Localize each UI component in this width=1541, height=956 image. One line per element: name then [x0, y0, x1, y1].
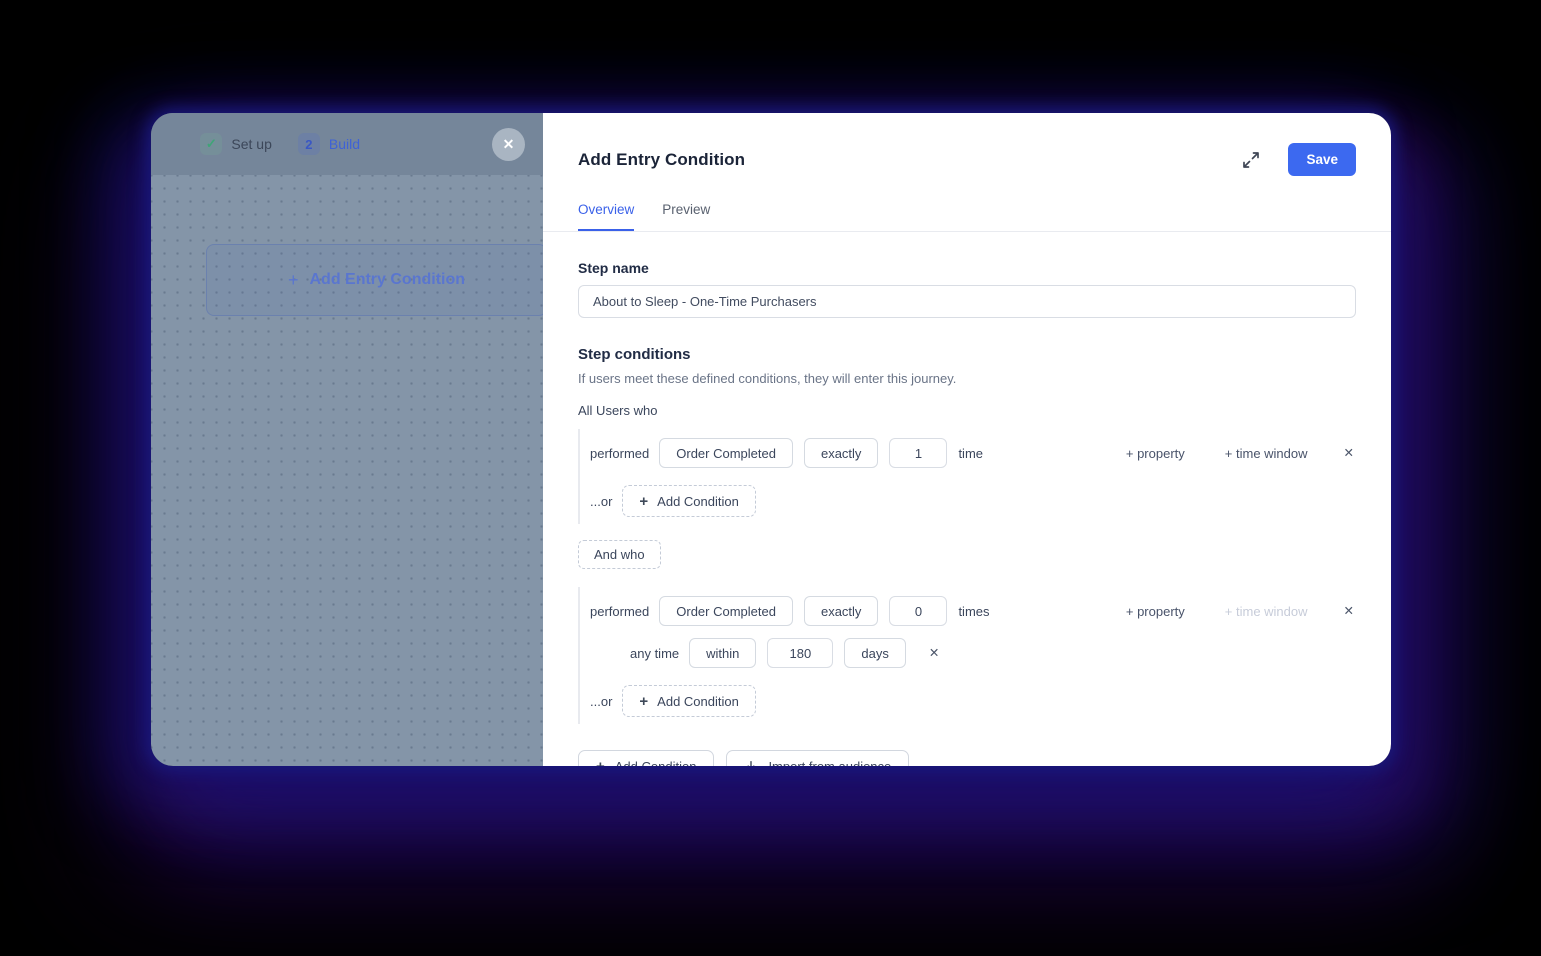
builder-steps: ✓ Set up 2 Build [200, 133, 360, 155]
conditions-footer: + Add Condition Import from audience [578, 750, 1356, 766]
add-or-condition-label: Add Condition [657, 493, 739, 509]
operator-select[interactable]: exactly [803, 596, 879, 626]
modal-tabbar: Overview Preview [543, 202, 1391, 232]
tab-preview[interactable]: Preview [662, 202, 711, 217]
time-unit-select[interactable]: days [844, 638, 906, 668]
and-who-button[interactable]: And who [578, 540, 661, 569]
add-entry-condition-modal: Add Entry Condition Save Overview Previe… [543, 113, 1391, 766]
any-time-label: any time [630, 645, 680, 661]
add-or-condition-button[interactable]: + Add Condition [622, 485, 756, 517]
count-input[interactable] [889, 596, 948, 626]
condition-group-2: performed Order Completed exactly times … [578, 587, 1356, 724]
check-icon: ✓ [200, 133, 223, 155]
plus-icon: + [639, 492, 649, 510]
condition-row: performed Order Completed exactly time +… [590, 438, 1356, 468]
expand-button[interactable] [1242, 151, 1260, 169]
step-setup[interactable]: ✓ Set up [200, 133, 272, 155]
operator-select[interactable]: exactly [803, 438, 879, 468]
import-from-audience-button[interactable]: Import from audience [726, 750, 910, 766]
save-button[interactable]: Save [1288, 143, 1356, 176]
app-window: ✓ Set up 2 Build ✕ + Add Entry Condition… [151, 113, 1391, 766]
condition-row: performed Order Completed exactly times … [590, 596, 1356, 626]
performed-label: performed [590, 603, 650, 619]
step-build[interactable]: 2 Build [297, 133, 360, 155]
step-name-input[interactable] [578, 285, 1356, 318]
count-unit-label: times [958, 603, 990, 619]
modal-title: Add Entry Condition [578, 149, 746, 169]
condition-group-1: performed Order Completed exactly time +… [578, 429, 1356, 524]
add-or-condition-button[interactable]: + Add Condition [622, 685, 756, 717]
remove-condition-icon[interactable]: ✕ [1343, 445, 1354, 460]
download-icon [747, 760, 755, 766]
step-setup-label: Set up [231, 136, 272, 152]
modal-header: Add Entry Condition Save [543, 113, 1391, 176]
step-build-label: Build [328, 136, 360, 152]
add-property-link[interactable]: + property [1125, 603, 1185, 619]
time-window-row: any time within days ✕ [590, 638, 1356, 668]
add-entry-condition-ghost-button[interactable]: + Add Entry Condition [206, 244, 543, 316]
tab-overview[interactable]: Overview [578, 202, 635, 231]
add-or-condition-label: Add Condition [657, 693, 739, 709]
or-label: ...or [590, 693, 613, 709]
add-time-window-link[interactable]: + time window [1224, 445, 1308, 461]
builder-header: ✓ Set up 2 Build ✕ [151, 113, 543, 175]
or-row: ...or + Add Condition [590, 485, 1356, 517]
performed-label: performed [590, 445, 650, 461]
audience-label: All Users who [578, 403, 658, 418]
event-select[interactable]: Order Completed [659, 596, 793, 626]
remove-condition-icon[interactable]: ✕ [1343, 603, 1354, 618]
step-conditions-description: If users meet these defined conditions, … [578, 371, 957, 386]
add-property-link[interactable]: + property [1125, 445, 1185, 461]
close-icon: ✕ [502, 135, 515, 152]
step-build-number: 2 [297, 133, 320, 155]
journey-builder-backdrop: ✓ Set up 2 Build ✕ + Add Entry Condition [151, 113, 543, 766]
time-window-value-input[interactable] [767, 638, 834, 668]
step-name-label: Step name [578, 260, 649, 276]
count-unit-label: time [958, 445, 983, 461]
add-condition-label: Add Condition [615, 759, 697, 766]
add-time-window-link-disabled: + time window [1224, 603, 1308, 619]
add-condition-button[interactable]: + Add Condition [578, 750, 715, 766]
plus-icon: + [596, 758, 605, 766]
or-label: ...or [590, 493, 613, 509]
count-input[interactable] [889, 438, 948, 468]
add-entry-condition-label: Add Entry Condition [309, 271, 466, 288]
event-select[interactable]: Order Completed [659, 438, 793, 468]
close-button[interactable]: ✕ [492, 127, 525, 161]
expand-icon [1243, 151, 1260, 168]
import-from-audience-label: Import from audience [768, 759, 891, 766]
builder-canvas [151, 175, 543, 766]
modal-body: Step name Step conditions If users meet … [543, 232, 1391, 766]
or-row: ...or + Add Condition [590, 685, 1356, 717]
plus-icon: + [287, 269, 299, 290]
within-select[interactable]: within [689, 638, 757, 668]
plus-icon: + [639, 692, 649, 710]
remove-time-window-icon[interactable]: ✕ [928, 645, 940, 660]
step-conditions-heading: Step conditions [578, 346, 691, 363]
